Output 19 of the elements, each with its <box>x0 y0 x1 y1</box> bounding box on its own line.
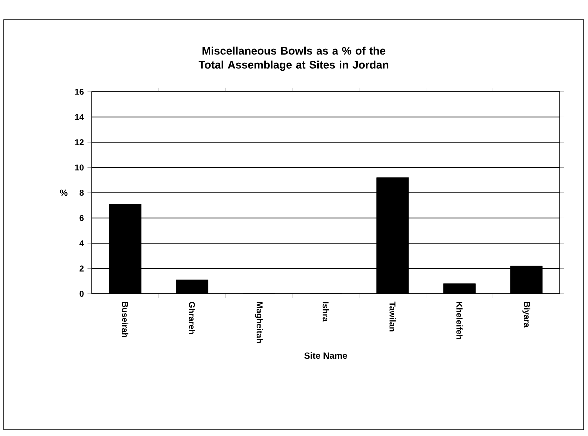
chart-title: Miscellaneous Bowls as a % of the Total Assemblage at Sites in Jordan <box>198 46 389 72</box>
y-tick-label: 10 <box>75 164 84 171</box>
x-tick-label: Tawilan <box>390 302 396 332</box>
y-tick-label: 0 <box>80 290 84 297</box>
x-tick-label: Ghrareh <box>189 302 196 334</box>
y-tick-label: 14 <box>75 114 84 120</box>
x-tick-label: Magheitah <box>255 302 264 344</box>
x-tick-label: Ishra <box>322 302 330 322</box>
x-tick-label: Buseirah <box>122 302 129 338</box>
y-axis-title: % <box>60 190 68 196</box>
x-tick-label: Kheleifeh <box>456 302 463 340</box>
y-tick-label: 16 <box>75 88 84 95</box>
y-tick-label: 4 <box>80 240 84 246</box>
x-tick-label: Biyara <box>522 302 531 328</box>
y-tick-label: 2 <box>80 266 84 272</box>
y-tick-label: 6 <box>80 215 84 222</box>
x-axis-title: Site Name <box>304 352 348 360</box>
y-tick-label: 12 <box>75 140 84 146</box>
y-tick-label: 8 <box>80 190 84 196</box>
